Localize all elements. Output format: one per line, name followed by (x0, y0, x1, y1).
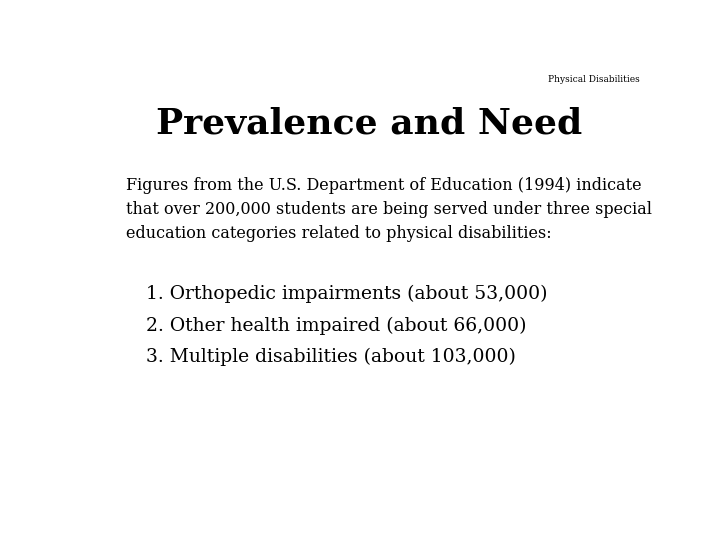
Text: 2. Other health impaired (about 66,000): 2. Other health impaired (about 66,000) (145, 316, 526, 335)
Text: Physical Disabilities: Physical Disabilities (548, 75, 639, 84)
Text: Prevalence and Need: Prevalence and Need (156, 106, 582, 140)
Text: 3. Multiple disabilities (about 103,000): 3. Multiple disabilities (about 103,000) (145, 348, 516, 366)
Text: Figures from the U.S. Department of Education (1994) indicate
that over 200,000 : Figures from the U.S. Department of Educ… (126, 177, 652, 242)
Text: 1. Orthopedic impairments (about 53,000): 1. Orthopedic impairments (about 53,000) (145, 285, 547, 303)
